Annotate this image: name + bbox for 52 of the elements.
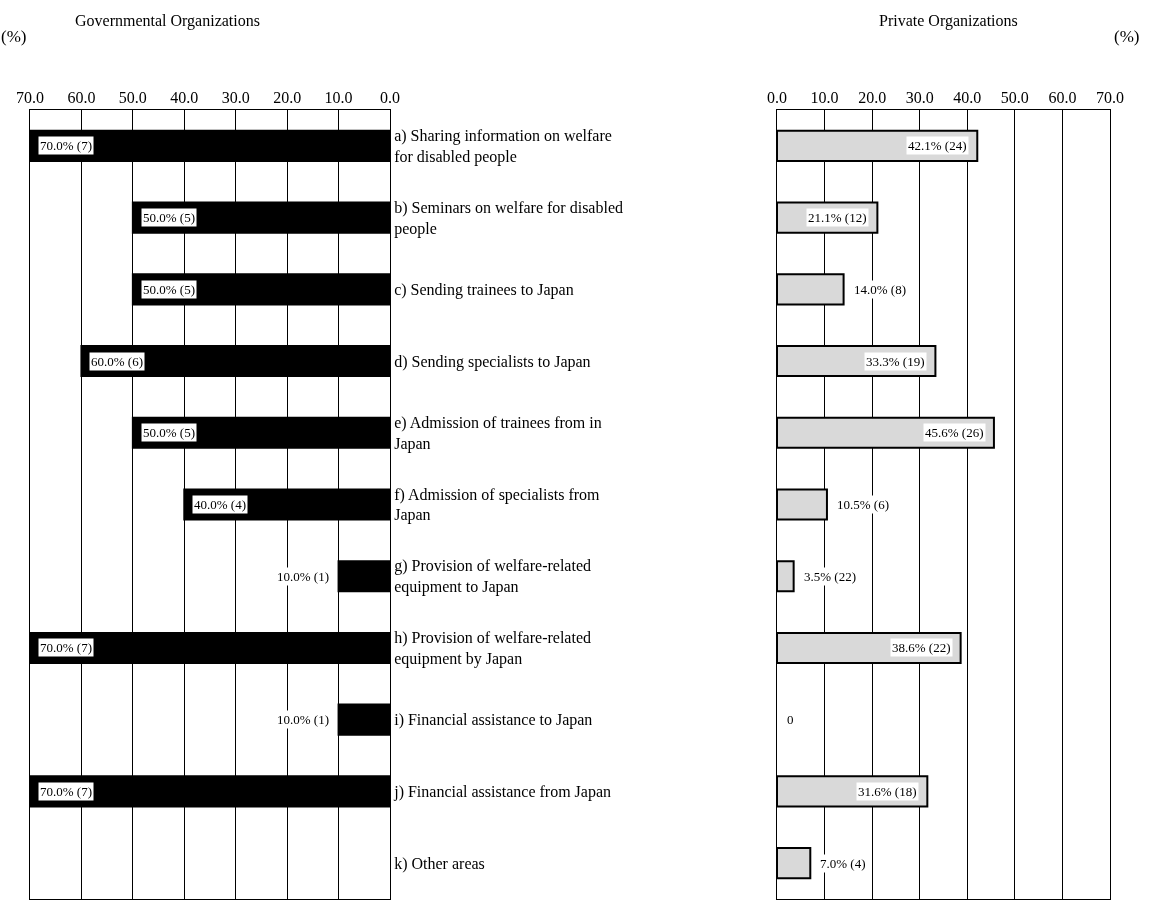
y-tick-label: e) Admission of trainees from in Japan <box>394 413 602 453</box>
x-tick-label: 30.0 <box>905 88 934 106</box>
data-label: 50.0% (5) <box>143 282 195 297</box>
x-tick-label: 10.0 <box>324 88 353 106</box>
data-label: 21.1% (12) <box>808 210 867 225</box>
data-label: 0 <box>787 712 794 727</box>
y-tick-label: d) Sending specialists to Japan <box>394 352 591 371</box>
y-tick-label: j) Financial assistance from Japan <box>393 783 612 802</box>
x-tick-label: 0.0 <box>380 88 400 106</box>
y-tick-label: b) Seminars on welfare for disabled people <box>394 198 624 238</box>
data-label: 70.0% (7) <box>40 784 92 799</box>
x-tick-label: 20.0 <box>273 88 302 106</box>
x-tick-label: 40.0 <box>953 88 982 106</box>
data-label: 38.6% (22) <box>892 640 951 655</box>
y-tick-label: k) Other areas <box>394 854 485 873</box>
y-tick-label: h) Provision of welfare-related equipment by Japan <box>394 629 592 668</box>
x-axis-title: (%) <box>1114 27 1140 46</box>
data-label: 33.3% (19) <box>866 354 925 369</box>
x-tick-label: 50.0 <box>1000 88 1029 106</box>
data-label: 7.0% (4) <box>820 856 866 871</box>
x-tick-label: 70.0 <box>1096 88 1124 106</box>
x-tick-label: 60.0 <box>1048 88 1077 106</box>
data-label: 70.0% (7) <box>40 640 92 655</box>
data-label: 10.5% (6) <box>837 497 889 512</box>
x-tick-label: 40.0 <box>170 88 199 106</box>
data-label: 40.0% (4) <box>194 497 246 512</box>
x-tick-label: 30.0 <box>221 88 250 106</box>
data-label: 3.5% (22) <box>804 569 856 584</box>
data-label: 14.0% (8) <box>854 282 906 297</box>
y-tick-label: g) Provision of welfare-related equipment to Japan <box>394 557 592 597</box>
data-label: 42.1% (24) <box>908 138 967 153</box>
x-tick-label: 20.0 <box>858 88 887 106</box>
y-tick-label: c) Sending trainees to Japan <box>394 280 574 299</box>
data-label: 31.6% (18) <box>858 784 917 799</box>
y-tick-label: i) Financial assistance to Japan <box>394 711 593 730</box>
data-label: 60.0% (6) <box>91 354 143 369</box>
x-tick-label: 10.0 <box>810 88 839 106</box>
chart-title: Governmental Organizations <box>75 12 260 30</box>
y-tick-label: a) Sharing information on welfare for disabled people <box>394 127 612 166</box>
data-label: 10.0% (1) <box>277 569 329 584</box>
data-label: 10.0% (1) <box>277 712 329 727</box>
x-tick-label: 70.0 <box>16 88 44 106</box>
data-label: 70.0% (7) <box>40 138 92 153</box>
y-tick-label: f) Admission of specialists from Japan <box>394 485 601 525</box>
data-label: 45.6% (26) <box>925 425 984 440</box>
chart-title: Private Organizations <box>879 12 1018 30</box>
x-tick-label: 0.0 <box>767 88 787 106</box>
x-tick-label: 60.0 <box>67 88 96 106</box>
x-axis-title: (%) <box>1 27 27 46</box>
data-label: 50.0% (5) <box>143 425 195 440</box>
x-tick-label: 50.0 <box>118 88 147 106</box>
data-label: 50.0% (5) <box>143 210 195 225</box>
